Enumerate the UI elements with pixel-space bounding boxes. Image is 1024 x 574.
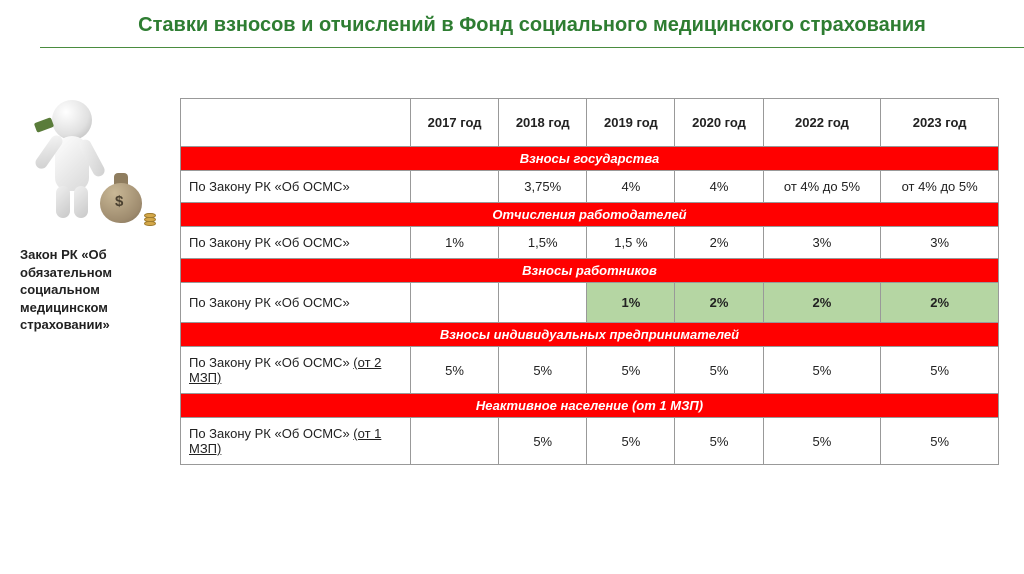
table-row: По Закону РК «Об ОСМС»1%1,5%1,5 %2%3%3% [181,227,999,259]
cell-value: 1% [587,283,675,323]
cell-value: 4% [587,171,675,203]
cell-value: 5% [587,418,675,465]
cell-value: 2% [675,227,763,259]
cell-value: 5% [881,418,999,465]
cell-value: 5% [763,347,881,394]
table-row: По Закону РК «Об ОСМС» (от 2 МЗП)5%5%5%5… [181,347,999,394]
rates-table-wrap: 2017 год2018 год2019 год2020 год2022 год… [180,98,1024,465]
cell-value: 5% [499,418,587,465]
cell-value: 1% [411,227,499,259]
cell-value: 5% [881,347,999,394]
cell-value: 3% [881,227,999,259]
law-label: Закон РК «Об обязательном социальном мед… [20,246,170,334]
cell-value [411,418,499,465]
sidebar: $ Закон РК «Об обязательном социальном м… [0,98,180,465]
content-area: $ Закон РК «Об обязательном социальном м… [0,48,1024,465]
rates-table: 2017 год2018 год2019 год2020 год2022 год… [180,98,999,465]
col-year: 2019 год [587,99,675,147]
mascot-illustration: $ [30,98,160,228]
row-label: По Закону РК «Об ОСМС» (от 1 МЗП) [181,418,411,465]
cell-value: 5% [763,418,881,465]
cell-value [411,171,499,203]
row-label: По Закону РК «Об ОСМС» [181,283,411,323]
cell-value: 5% [675,347,763,394]
cell-value: 3% [763,227,881,259]
col-label [181,99,411,147]
col-year: 2022 год [763,99,881,147]
cell-value: 1,5 % [587,227,675,259]
section-header: Взносы государства [181,147,999,171]
col-year: 2023 год [881,99,999,147]
cell-value: от 4% до 5% [881,171,999,203]
table-row: По Закону РК «Об ОСМС»3,75%4%4%от 4% до … [181,171,999,203]
coins-icon [144,214,156,226]
page-title: Ставки взносов и отчислений в Фонд социа… [0,0,1024,47]
cell-value: 2% [763,283,881,323]
cell-value: 5% [587,347,675,394]
section-header: Взносы индивидуальных предпринимателей [181,323,999,347]
cell-value: 5% [499,347,587,394]
cell-value [499,283,587,323]
cell-value: 1,5% [499,227,587,259]
section-header: Неактивное население (от 1 МЗП) [181,394,999,418]
cell-value [411,283,499,323]
money-bag-icon: $ [100,173,142,223]
table-header: 2017 год2018 год2019 год2020 год2022 год… [181,99,999,147]
row-label: По Закону РК «Об ОСМС» [181,171,411,203]
col-year: 2017 год [411,99,499,147]
section-header: Отчисления работодателей [181,203,999,227]
row-label: По Закону РК «Об ОСМС» (от 2 МЗП) [181,347,411,394]
cell-value: 4% [675,171,763,203]
table-row: По Закону РК «Об ОСМС» (от 1 МЗП)5%5%5%5… [181,418,999,465]
cell-value: 2% [881,283,999,323]
cell-value: 2% [675,283,763,323]
cell-value: 5% [411,347,499,394]
row-label: По Закону РК «Об ОСМС» [181,227,411,259]
col-year: 2020 год [675,99,763,147]
col-year: 2018 год [499,99,587,147]
cell-value: 5% [675,418,763,465]
table-row: По Закону РК «Об ОСМС»1%2%2%2% [181,283,999,323]
section-header: Взносы работников [181,259,999,283]
cell-value: от 4% до 5% [763,171,881,203]
cell-value: 3,75% [499,171,587,203]
